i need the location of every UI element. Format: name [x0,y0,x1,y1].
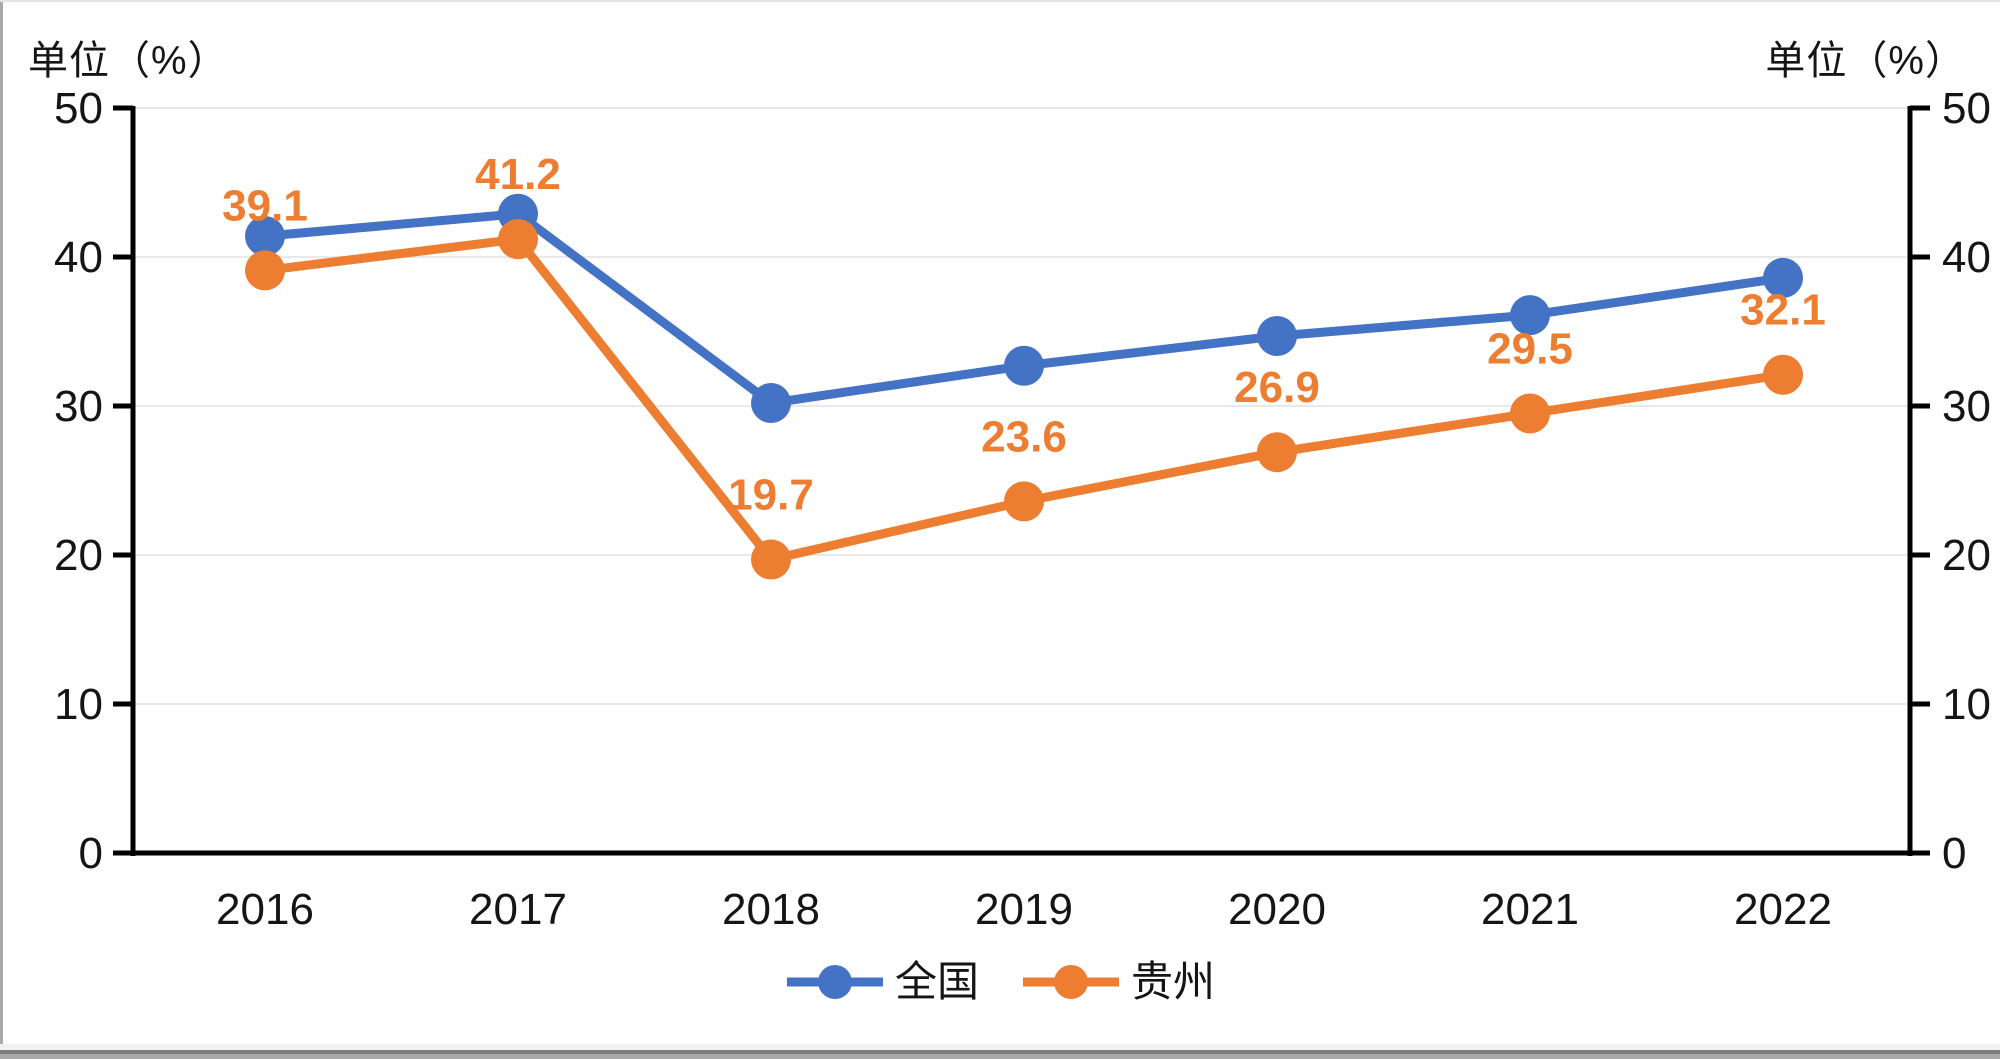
data-label-guizhou: 26.9 [1234,363,1320,412]
bottom-edge-band-dark [0,1050,2000,1054]
data-label-guizhou: 19.7 [728,470,814,519]
data-point-guizhou [245,250,285,291]
window-top-edge [0,0,2000,2]
y-axis-unit-label-left: 单位（%） [28,39,229,83]
legend-item-guizhou: 贵州 [1021,960,1215,1004]
y-tick-label-left: 30 [54,382,103,431]
legend-marker-guizhou [1023,965,1119,999]
data-point-national [245,216,285,257]
bottom-edge-band-light [0,1044,2000,1050]
window-bottom-edge [0,1044,2000,1059]
data-point-national [1763,257,1803,298]
data-point-national [1004,345,1044,386]
data-point-guizhou [751,539,791,580]
data-point-guizhou [1763,354,1803,395]
x-tick-label: 2020 [1228,885,1326,934]
y-tick-label-left: 40 [54,233,103,282]
bottom-edge-band-mid [0,1054,2000,1059]
y-tick-label-left: 0 [79,829,103,878]
x-tick-label: 2017 [469,885,567,934]
x-tick-label: 2016 [216,885,314,934]
legend-label-national: 全国 [894,958,979,1005]
legend-dot-national [817,965,852,999]
legend-dot-guizhou [1054,965,1088,999]
data-point-guizhou [1004,481,1044,522]
data-point-national [1510,295,1550,336]
data-label-guizhou: 23.6 [981,412,1067,461]
y-axis-unit-label-right: 单位（%） [1765,39,1966,83]
legend-marker-national [786,965,883,999]
data-point-guizhou [498,219,538,260]
data-point-national [1257,315,1297,356]
x-tick-label: 2022 [1734,885,1832,934]
y-tick-label-right: 30 [1942,382,1991,431]
y-tick-label-right: 0 [1942,829,1966,878]
x-tick-label: 2018 [722,885,820,934]
data-point-guizhou [1257,432,1297,473]
data-label-guizhou: 32.1 [1740,286,1826,335]
y-tick-label-right: 40 [1942,233,1991,282]
y-tick-label-left: 10 [54,680,103,729]
chart-legend: 全国 贵州 [0,960,2000,1004]
y-tick-label-left: 50 [54,84,103,133]
y-tick-label-right: 10 [1942,680,1991,729]
data-label-guizhou: 29.5 [1487,324,1573,373]
legend-label-guizhou: 贵州 [1131,958,1216,1005]
y-tick-label-right: 50 [1942,84,1991,133]
x-tick-label: 2021 [1481,885,1579,934]
window-left-edge [0,0,3,1048]
data-label-guizhou: 39.1 [222,181,308,230]
data-point-guizhou [1510,393,1550,434]
legend-item-national: 全国 [785,960,979,1004]
y-tick-label-left: 20 [54,531,103,580]
x-tick-label: 2019 [975,885,1073,934]
data-point-national [751,383,791,424]
y-tick-label-right: 20 [1942,531,1991,580]
data-label-guizhou: 41.2 [475,150,561,199]
